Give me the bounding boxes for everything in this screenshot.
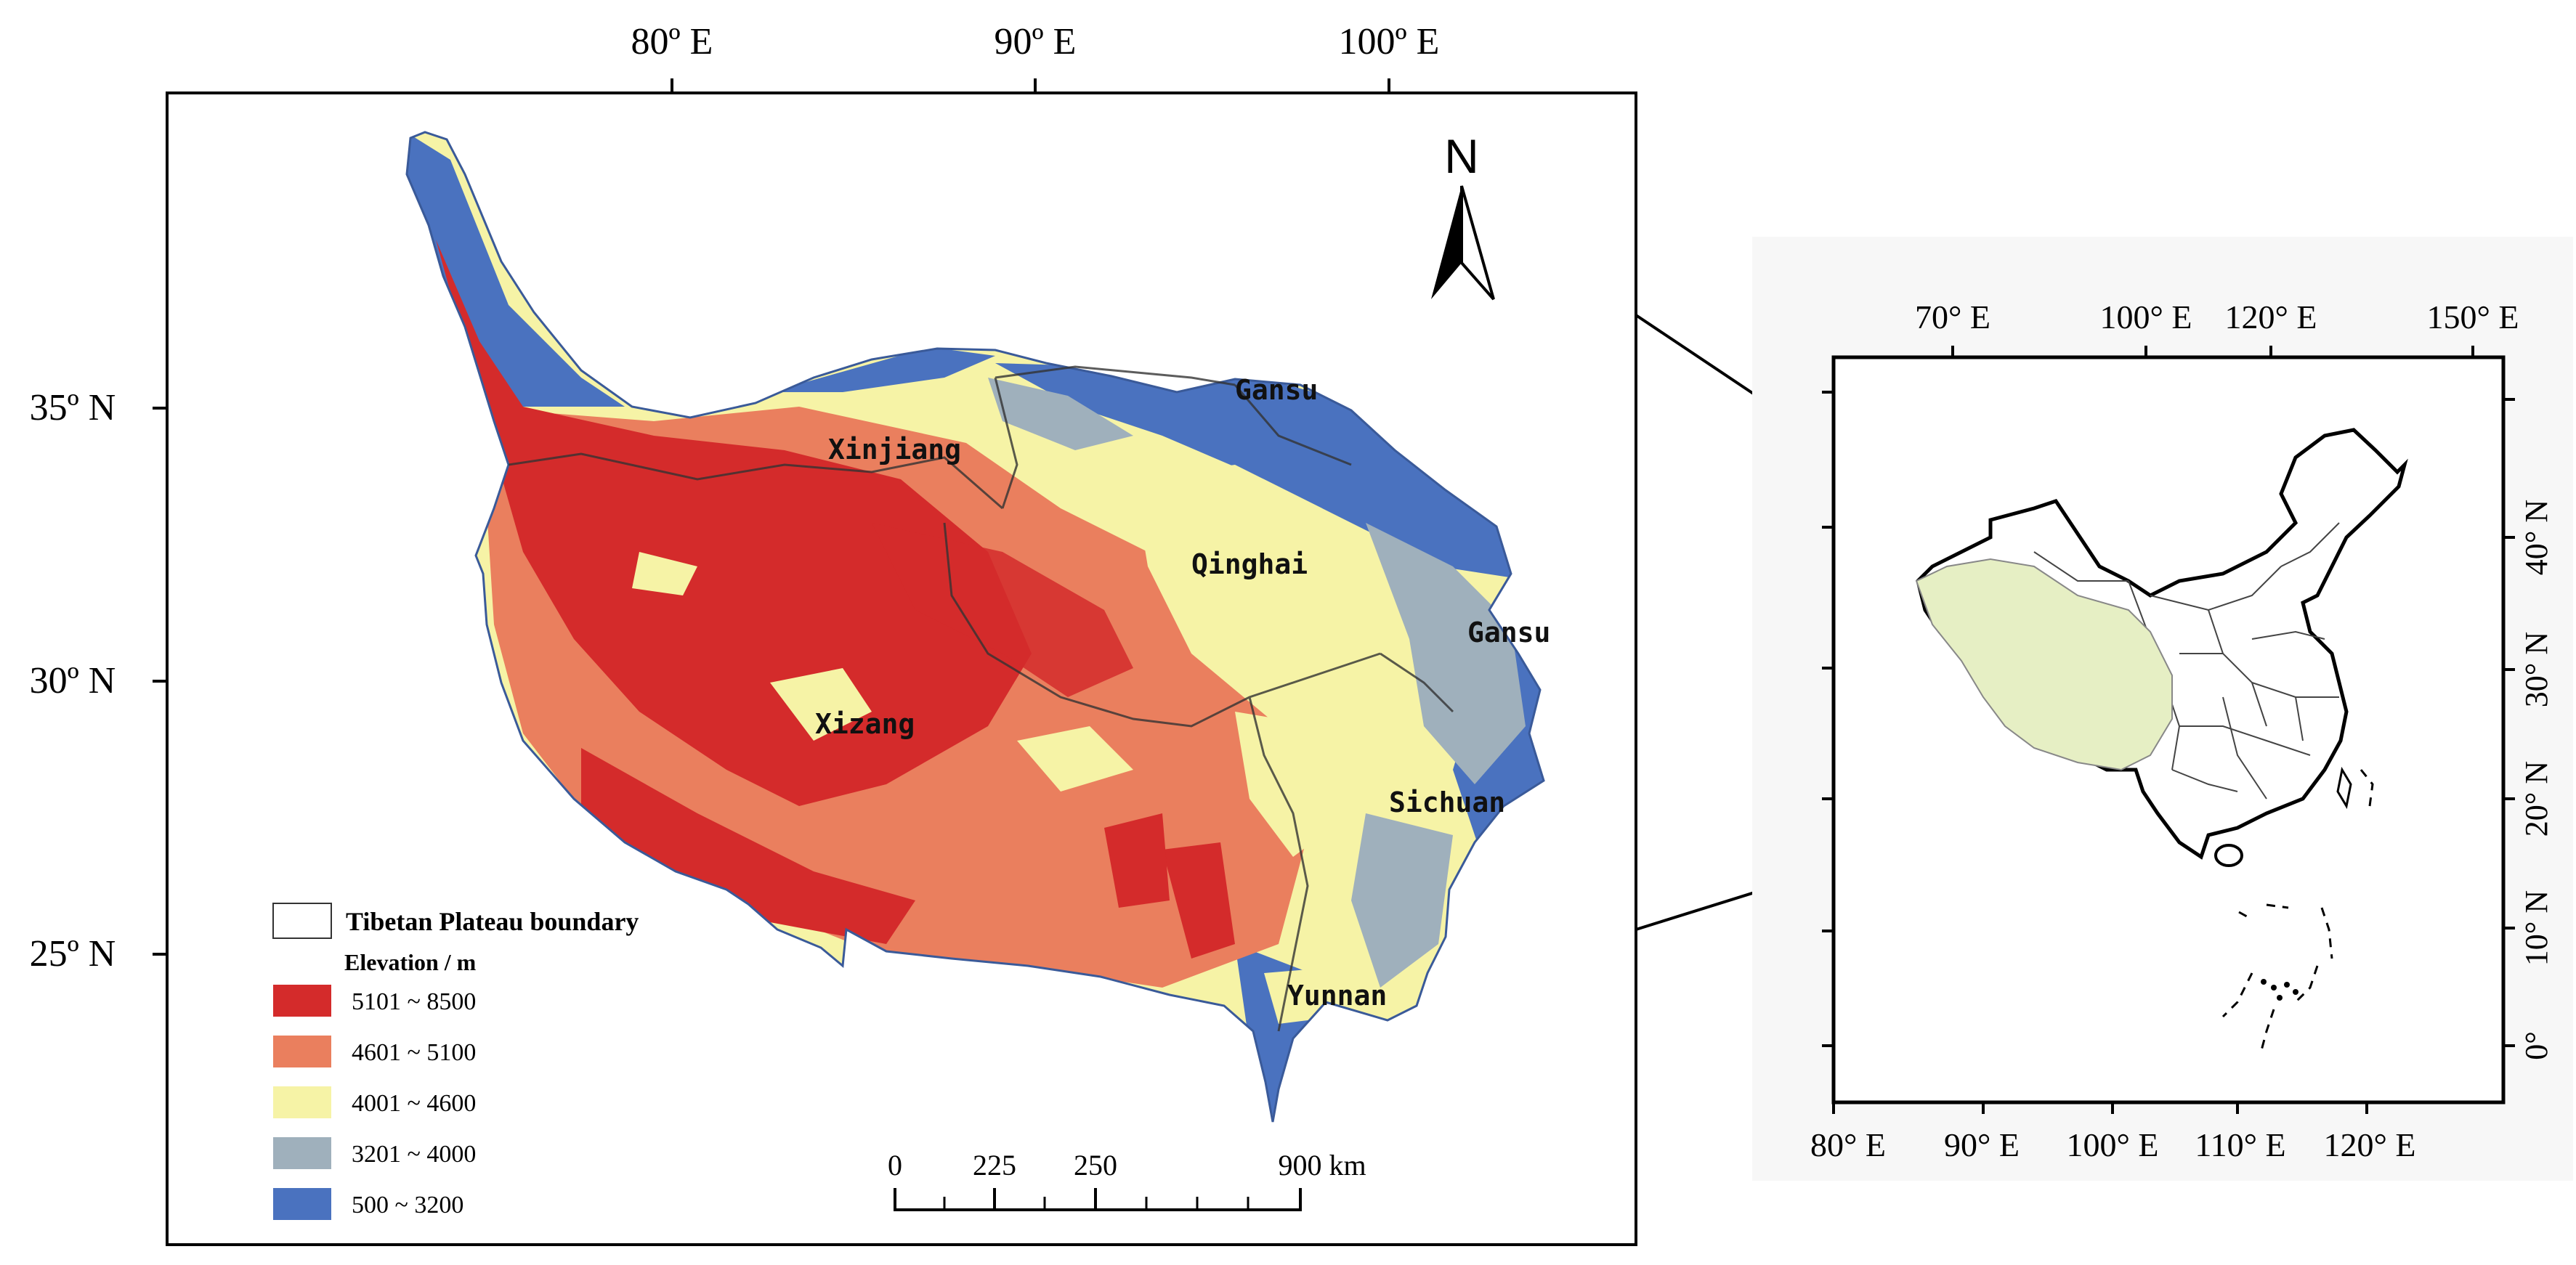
inset-top-ticks <box>1951 346 2474 357</box>
legend-classes: 5101 ~ 8500 4601 ~ 5100 4001 ~ 4600 3201 ~ … <box>273 985 476 1220</box>
inset-bottom-label-90: 90° E <box>1944 1126 2020 1163</box>
lat-label-30: 30º N <box>30 660 116 701</box>
legend-swatch-1 <box>273 1036 331 1067</box>
label-gansu-north: Gansu <box>1235 374 1318 406</box>
inset-bottom-label-80: 80° E <box>1810 1126 1886 1163</box>
inset-plateau-highlight <box>1915 558 2173 771</box>
scale-label-225: 225 <box>973 1149 1016 1181</box>
label-sichuan: Sichuan <box>1389 786 1505 818</box>
inset-bottom-label-100: 100° E <box>2067 1126 2159 1163</box>
north-arrow-icon: N <box>1431 129 1495 301</box>
inset-top-label-70: 70° E <box>1915 298 1990 335</box>
inset-top-label-120: 120° E <box>2225 298 2317 335</box>
inset-top-label-150: 150° E <box>2427 298 2519 335</box>
inset-bottom-label-110: 110° E <box>2195 1126 2285 1163</box>
label-xinjiang: Xinjiang <box>828 434 961 465</box>
lat-graticule: 35º N 30º N 25º N <box>30 387 167 975</box>
legend-class-label-2: 4001 ~ 4600 <box>352 1090 476 1117</box>
scale-label-900: 900 km <box>1278 1149 1366 1181</box>
inset-right-labels: 40° N 30° N 20° N 10° N 0° <box>2519 500 2554 1060</box>
lon-label-90: 90º E <box>995 21 1077 62</box>
label-qinghai: Qinghai <box>1191 548 1308 580</box>
legend-class-label-4: 500 ~ 3200 <box>352 1192 463 1219</box>
lat-label-35: 35º N <box>30 387 116 428</box>
legend-swatch-4 <box>273 1188 331 1220</box>
lon-label-80: 80º E <box>631 21 713 62</box>
legend-class-label-1: 4601 ~ 5100 <box>352 1039 476 1066</box>
legend-swatch-3 <box>273 1137 331 1169</box>
inset-right-label-30: 30° N <box>2519 632 2554 707</box>
main-map: 80º E 90º E 100º E 35º N 30º N 25º N <box>30 21 1637 1246</box>
inset-bottom-ticks <box>1832 1102 2368 1114</box>
scale-label-0: 0 <box>888 1149 902 1181</box>
legend-boundary-label: Tibetan Plateau boundary <box>346 907 639 936</box>
legend: Tibetan Plateau boundary Elevation / m 5… <box>272 903 639 1220</box>
lon-label-100: 100º E <box>1339 21 1440 62</box>
legend-class-label-3: 3201 ~ 4000 <box>352 1141 476 1168</box>
china-outline <box>1915 428 2408 1054</box>
label-xizang: Xizang <box>815 708 915 740</box>
inset-side-ticks <box>1822 391 2515 1047</box>
inset-right-label-0: 0° <box>2519 1031 2554 1060</box>
lon-graticule: 80º E 90º E 100º E <box>631 21 1440 93</box>
inset-map: 70° E 100° E 120° E 150° E 80° E 90° E 1… <box>1752 237 2573 1181</box>
legend-class-label-0: 5101 ~ 8500 <box>352 988 476 1015</box>
label-gansu-east: Gansu <box>1467 617 1550 648</box>
lat-label-25: 25º N <box>30 933 116 975</box>
legend-swatch-0 <box>273 985 331 1017</box>
inset-right-label-20: 20° N <box>2519 761 2554 837</box>
legend-swatch-2 <box>273 1086 331 1118</box>
scale-label-250: 250 <box>1074 1149 1117 1181</box>
inset-right-label-40: 40° N <box>2519 500 2554 575</box>
scale-bar: 0 225 250 900 km <box>888 1149 1366 1211</box>
label-yunnan: Yunnan <box>1287 980 1387 1012</box>
inset-top-label-100: 100° E <box>2100 298 2192 335</box>
province-labels: Xinjiang Gansu Qinghai Gansu Xizang Sich… <box>815 374 1550 1012</box>
inset-bottom-label-120: 120° E <box>2324 1126 2416 1163</box>
north-arrow-label: N <box>1444 129 1479 183</box>
inset-right-label-10: 10° N <box>2519 890 2554 966</box>
legend-title: Elevation / m <box>344 949 477 975</box>
province-boundaries <box>508 365 1454 1032</box>
legend-boundary-swatch <box>272 903 332 939</box>
